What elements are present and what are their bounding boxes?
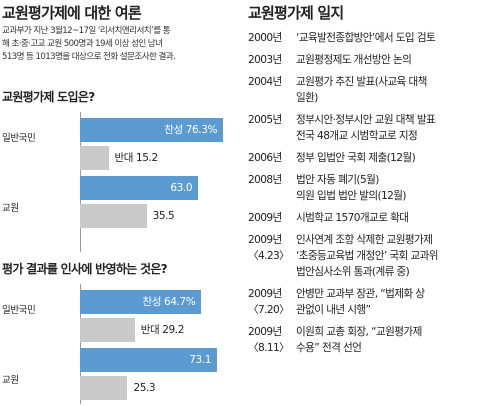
timeline-year: 2000년 (248, 32, 282, 44)
timeline-year: 2009년 (248, 326, 282, 338)
timeline-year: 2009년 (248, 212, 282, 224)
bar-value-label: 찬성 76.3% (164, 124, 218, 136)
timeline-year: 2005년 (248, 114, 282, 126)
category-label: 일반국민 (2, 305, 36, 316)
chart-axis (80, 284, 81, 404)
timeline-event: 정부 입법안 국회 제출(12월) (296, 150, 480, 166)
timeline-event: 교원평정제도 개선방안 논의 (296, 52, 480, 68)
page-title: 교원평가제에 대한 여론 (2, 4, 142, 22)
timeline-event-line: 정부시안·정부시안 교원 대책 발표 (296, 114, 436, 126)
timeline-date: 〈4.23〉 (248, 250, 290, 262)
bar-value-label: 63.0 (170, 182, 193, 194)
bar-value-label: 73.1 (189, 354, 212, 366)
bar-oppose (80, 318, 135, 342)
timeline-event-line: 교원평정제도 개선방안 논의 (296, 54, 412, 66)
intro-line: 교과부가 지난 3월12~17일 ‘리서치앤리서치’를 통 (2, 26, 171, 36)
timeline-title: 교원평가제 일지 (248, 4, 344, 22)
intro-line: 해 초·중·고교 교원 500명과 19세 이상 성인 남녀 (2, 39, 163, 49)
timeline-panel: 교원평가제 일지 2000년 ‘교육발전종합방안’에서 도입 검토 2003년 교원평… (248, 0, 480, 406)
bar-value-label: 반대 15.2 (114, 152, 159, 164)
timeline-event-line: 법안 자동 폐기(5월) (296, 174, 379, 186)
opinion-panel: 교원평가제에 대한 여론 교과부가 지난 3월12~17일 ‘리서치앤리서치’를… (2, 4, 238, 404)
timeline-event-line: 전국 48개교 시범학교로 지정 (296, 130, 418, 142)
timeline-year: 2004년 (248, 76, 282, 88)
timeline-event-line: 안병만 교과부 장관, “법제화 상 (296, 288, 425, 300)
bar-support (80, 348, 218, 372)
bar-oppose (80, 204, 147, 228)
timeline-event: 시범학교 1570개교로 확대 (296, 210, 480, 226)
chart-title-personnel: 평가 결과를 인사에 반영하는 것은? (2, 262, 168, 276)
timeline-year: 2009년 (248, 288, 282, 300)
timeline-year: 2003년 (248, 54, 282, 66)
timeline-year: 2008년 (248, 174, 282, 186)
timeline-event-line: 의원 입법 법안 발의(12월) (296, 190, 407, 202)
timeline-event-line: 시범학교 1570개교로 확대 (296, 212, 409, 224)
timeline-event-line: 이원희 교총 회장, “교원평가제 (296, 326, 422, 338)
timeline-event: 법안 자동 폐기(5월) 의원 입법 법안 발의(12월) (296, 172, 480, 204)
bar-value-label: 반대 29.2 (140, 324, 185, 336)
timeline-event-line: 일환) (296, 92, 318, 104)
timeline-event-line: 수용” 전격 선언 (296, 342, 362, 354)
timeline-event: ‘교육발전종합방안’에서 도입 검토 (296, 30, 480, 46)
bar-support (80, 290, 202, 314)
category-label: 일반국민 (2, 133, 36, 144)
bar-oppose (80, 376, 128, 400)
bar-support (80, 118, 224, 142)
category-label: 교원 (2, 203, 19, 214)
intro-line: 513명 등 1013명을 대상으로 전화 설문조사한 결과. (2, 52, 176, 62)
bar-value-label: 35.5 (152, 210, 175, 222)
timeline-event-line: 법안심사소위 통과(계류 중) (296, 266, 410, 278)
category-label: 교원 (2, 375, 19, 386)
bar-oppose (80, 146, 109, 170)
bar-support (80, 176, 199, 200)
timeline-event-line: ‘초중등교육법 개정안’ 국회 교과위 (296, 250, 438, 262)
bar-value-label: 25.3 (133, 382, 156, 394)
survey-intro: 교과부가 지난 3월12~17일 ‘리서치앤리서치’를 통 해 초·중·고교 교… (2, 25, 238, 64)
timeline-date: 〈8.11〉 (248, 342, 290, 354)
bar-value-label: 찬성 64.7% (142, 296, 196, 308)
timeline-year: 2006년 (248, 152, 282, 164)
chart-title-introduction: 교원평가제 도입은? (2, 90, 95, 104)
timeline-event-line: 정부 입법안 국회 제출(12월) (296, 152, 416, 164)
timeline-event-line: 인사연계 조항 삭제한 교원평가제 (296, 234, 433, 246)
timeline-event-line: ‘교육발전종합방안’에서 도입 검토 (296, 32, 436, 44)
timeline-date: 〈7.20〉 (248, 304, 290, 316)
timeline-event-line: 관없이 내년 시행” (296, 304, 371, 316)
timeline-year: 2009년 (248, 234, 282, 246)
timeline-event-line: 교원평가 추진 발표(사교육 대책 (296, 76, 427, 88)
